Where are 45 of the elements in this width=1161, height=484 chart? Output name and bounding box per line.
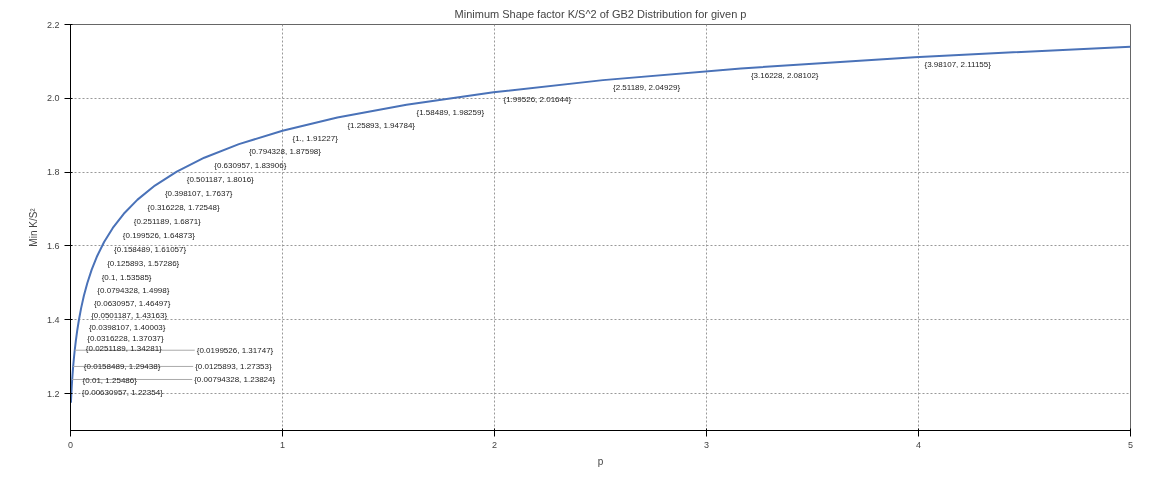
- line-series: [70, 45, 1131, 404]
- x-tick-label: 3: [704, 439, 710, 450]
- x-tick-label: 5: [1128, 439, 1134, 450]
- annotation: {0.0501187, 1.43163}: [91, 311, 168, 321]
- x-tick-label: 2: [492, 439, 498, 450]
- annotation: {0.794328, 1.87598}: [248, 147, 322, 157]
- x-tick-label: 1: [280, 439, 286, 450]
- annotation: {1., 1.91227}: [292, 133, 339, 143]
- annotation: {0.0125893, 1.27353}: [195, 361, 273, 371]
- y-tick-label: 1.8: [46, 167, 60, 178]
- annotation: {0.00630957, 1.22354}: [81, 387, 164, 397]
- annotation: {0.0199526, 1.31747}: [196, 345, 274, 355]
- y-tick-label: 2.0: [46, 93, 60, 104]
- annotation: {0.199526, 1.64873}: [122, 230, 196, 240]
- annotation: {1.99526, 2.01644}: [503, 95, 572, 105]
- annotation: {0.158489, 1.61057}: [114, 245, 187, 255]
- annotation: {0.316228, 1.72548}: [147, 202, 220, 212]
- annotation: {0.630957, 1.83906}: [214, 160, 287, 170]
- annotation: {0.125893, 1.57286}: [107, 258, 180, 268]
- annotation: {0.0158489, 1.29438}: [83, 361, 161, 371]
- annotation: {1.58489, 1.98259}: [416, 107, 485, 117]
- y-tick-label: 1.4: [46, 314, 60, 325]
- y-tick-label: 2.2: [46, 19, 60, 30]
- y-tick-label: 1.6: [46, 240, 60, 251]
- annotation: {0.501187, 1.8016}: [186, 174, 255, 184]
- annotation: {0.0630957, 1.46497}: [93, 298, 171, 308]
- y-axis-title: Min K/S²: [27, 207, 39, 247]
- annotation: {3.16228, 2.08102}: [750, 71, 819, 81]
- x-axis-title: p: [597, 455, 604, 467]
- annotation: {0.0398107, 1.40003}: [88, 322, 166, 332]
- annotation: {3.98107, 2.11155}: [924, 60, 992, 70]
- chart-title: Minimum Shape factor K/S^2 of GB2 Distribution for given p: [454, 7, 747, 20]
- annotation: {0.1, 1.53585}: [101, 272, 152, 282]
- x-tick-label: 0: [68, 439, 74, 450]
- annotation: {0.01, 1.25486}: [82, 376, 138, 386]
- annotation: {0.0794328, 1.4998}: [97, 285, 170, 295]
- y-tick-label: 1.2: [46, 388, 60, 399]
- annotation: {0.00794328, 1.23824}: [194, 374, 276, 384]
- annotation: {0.0251189, 1.34281}: [85, 343, 163, 353]
- x-tick-label: 4: [916, 439, 922, 450]
- annotation: {0.251189, 1.6871}: [133, 216, 202, 226]
- annotation: {2.51189, 2.04929}: [613, 83, 681, 93]
- annotation: {1.25893, 1.94784}: [347, 120, 416, 130]
- annotation: {0.398107, 1.7637}: [164, 188, 233, 198]
- annotation: {0.0316228, 1.37037}: [87, 333, 165, 343]
